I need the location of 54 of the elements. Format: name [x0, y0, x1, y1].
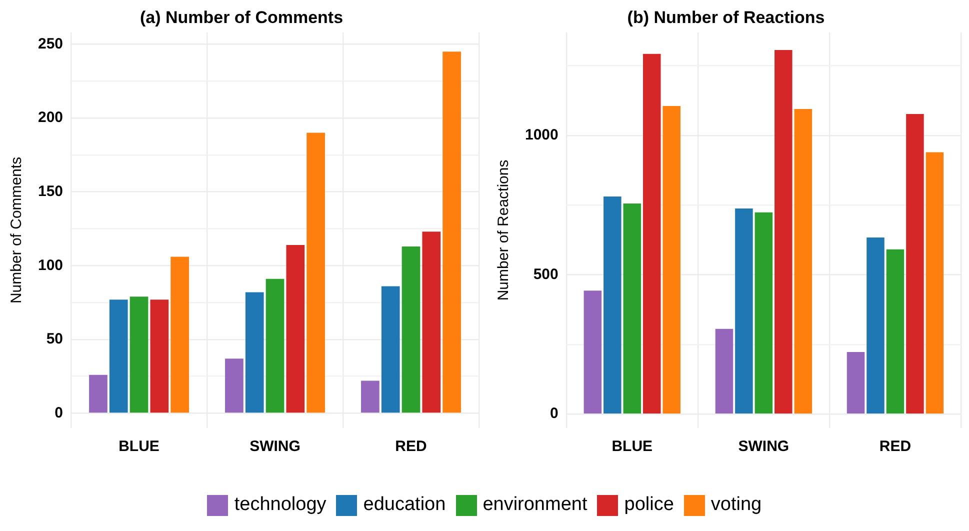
bar [266, 278, 284, 413]
y-axis-title: Number of Reactions [495, 160, 512, 301]
bar [926, 152, 944, 414]
bar [662, 106, 680, 414]
bar [735, 208, 753, 414]
y-tick-label: 250 [38, 35, 64, 52]
bar [245, 292, 264, 413]
legend-label: environment [482, 494, 588, 516]
y-tick-label: 1000 [524, 126, 558, 144]
bar [402, 246, 420, 413]
y-tick-label: 150 [38, 182, 64, 200]
y-tick-label: 200 [38, 109, 64, 126]
chart-title: (b) Number of Reactions [627, 8, 825, 27]
bar [754, 212, 773, 414]
bar [906, 114, 924, 414]
x-tick-label: SWING [250, 438, 300, 456]
bar [130, 296, 148, 413]
y-tick-label: 0 [550, 405, 558, 422]
bar [774, 50, 792, 414]
x-tick-label: BLUE [118, 438, 160, 456]
y-tick-label: 100 [38, 256, 64, 274]
y-tick-label: 0 [54, 404, 64, 422]
bar [109, 300, 128, 413]
bar [886, 249, 904, 414]
bar [794, 109, 812, 414]
legend-label: voting [710, 494, 762, 516]
bar [584, 290, 602, 414]
legend-label: police [624, 494, 674, 516]
x-tick-label: SWING [738, 438, 790, 456]
y-tick-label: 50 [46, 330, 64, 348]
chart-title: (a) Number of Comments [140, 8, 344, 27]
bar [89, 374, 108, 413]
bar [715, 328, 734, 414]
bar [225, 358, 244, 413]
legend-label: education [363, 494, 446, 516]
bar [604, 196, 622, 414]
bar [623, 203, 642, 414]
bar [361, 380, 380, 413]
x-tick-label: BLUE [612, 438, 653, 456]
bar [150, 300, 169, 413]
bar [306, 132, 325, 413]
bar [422, 232, 441, 413]
bar [381, 286, 400, 413]
x-tick-label: RED [879, 438, 912, 456]
bar [170, 256, 189, 413]
y-tick-label: 500 [533, 266, 558, 283]
bar [846, 352, 865, 414]
bar [286, 244, 305, 413]
y-axis-title: Number of Comments [8, 156, 26, 304]
legend-label: technology [234, 494, 326, 516]
bar [442, 52, 461, 413]
bar [866, 237, 884, 414]
x-tick-label: RED [395, 438, 428, 456]
bar [642, 54, 661, 414]
